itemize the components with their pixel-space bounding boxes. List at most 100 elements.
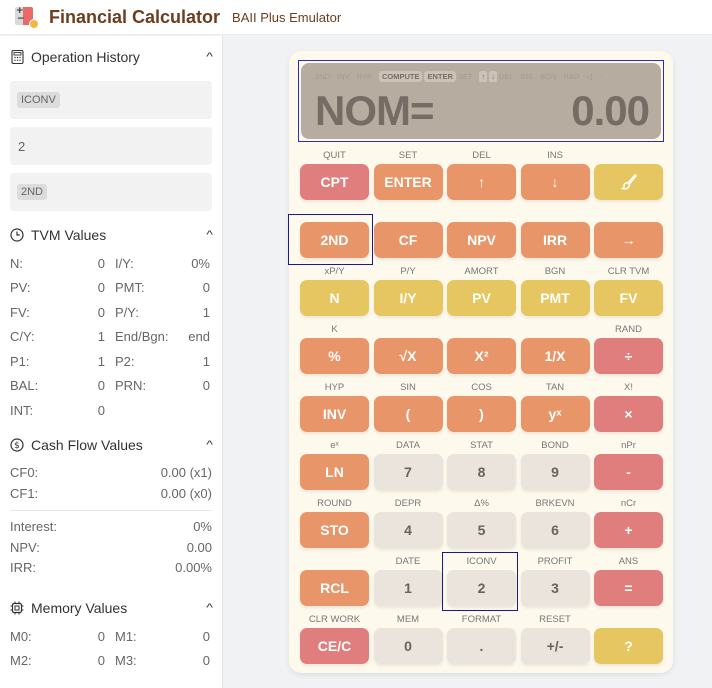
memory-values-header[interactable]: Memory Values ^ bbox=[0, 596, 222, 620]
secondary-labels-row: HYP SIN COS TAN X! bbox=[300, 379, 662, 396]
tvm-fv: FV: 0 bbox=[10, 304, 105, 320]
secondary-function-label bbox=[447, 321, 516, 338]
key-sign-button[interactable]: +/- bbox=[520, 628, 590, 664]
key-label: ENTER bbox=[384, 174, 432, 190]
secondary-function-label: HYP bbox=[324, 382, 345, 393]
calculator-icon bbox=[10, 50, 24, 64]
key-help-button[interactable]: ? bbox=[594, 628, 663, 664]
secondary-function-label bbox=[521, 321, 590, 338]
key-pv-button[interactable]: PV bbox=[447, 280, 516, 316]
key-divide-button[interactable]: ÷ bbox=[594, 338, 663, 374]
key-9-button[interactable]: 9 bbox=[520, 454, 590, 490]
key-npv-button[interactable]: NPV bbox=[447, 222, 516, 258]
tvm-bal: BAL: 0 bbox=[10, 378, 105, 394]
key-up-button[interactable]: ↑ bbox=[447, 164, 516, 200]
indicator-2: HYP bbox=[356, 72, 372, 81]
key-theme-brush-button[interactable] bbox=[594, 164, 663, 200]
calculator-display: 2ND INV HYP COMPUTE ENTER SET ↑ ↓ DEL INS BGN RAD ◁ ▫… bbox=[301, 63, 661, 139]
key-row: INV () yˣ × bbox=[300, 396, 663, 437]
key-iy-button[interactable]: I/Y bbox=[373, 280, 443, 316]
key-2nd-button[interactable]: 2ND bbox=[300, 222, 369, 258]
key-close-paren-button[interactable]: ) bbox=[447, 396, 516, 432]
key-3-button[interactable]: 3 bbox=[520, 570, 590, 606]
indicator-5: SET bbox=[457, 72, 473, 81]
key-power-button[interactable]: yˣ bbox=[520, 396, 590, 432]
key-square-button[interactable]: X² bbox=[447, 338, 516, 374]
key-irr-button[interactable]: IRR bbox=[520, 222, 590, 258]
key-subtract-button[interactable]: - bbox=[594, 454, 663, 490]
key-2-button[interactable]: 2 bbox=[447, 570, 516, 606]
key-label: + bbox=[624, 522, 633, 538]
tvm-p1: P1: 1 bbox=[10, 353, 105, 369]
key-pmt-button[interactable]: PMT bbox=[520, 280, 590, 316]
secondary-function-label: eˣ bbox=[330, 440, 339, 451]
indicator-3: COMPUTE bbox=[378, 71, 423, 82]
tvm-py: P/Y: 1 bbox=[115, 304, 210, 320]
app-header: + − Financial Calculator BAII Plus Emulat… bbox=[0, 0, 712, 35]
key-row: LN 7 8 9 - bbox=[300, 454, 663, 495]
operation-history-header[interactable]: Operation History ^ bbox=[0, 45, 222, 69]
chevron-up-icon[interactable]: ^ bbox=[206, 229, 213, 241]
key-label: RCL bbox=[320, 580, 349, 596]
key-label: 7 bbox=[404, 464, 412, 480]
chevron-up-icon[interactable]: ^ bbox=[206, 438, 213, 451]
key-ln-button[interactable]: LN bbox=[300, 454, 369, 490]
key-label: ÷ bbox=[624, 348, 633, 364]
key-enter-button[interactable]: ENTER bbox=[373, 164, 443, 200]
key-inv-button[interactable]: INV bbox=[300, 396, 369, 432]
memory-values-grid: M0: 0 M1: 0 M2: 0 M3: 0 bbox=[0, 624, 222, 673]
secondary-function-label: SIN bbox=[400, 382, 416, 393]
key-label: 1 bbox=[404, 580, 412, 596]
key-add-button[interactable]: + bbox=[594, 512, 663, 548]
chevron-up-icon[interactable]: ^ bbox=[206, 51, 213, 63]
tvm-n: N: 0 bbox=[10, 255, 105, 271]
key-right-arrow-button[interactable]: → bbox=[594, 222, 663, 258]
secondary-function-label: QUIT bbox=[323, 150, 346, 161]
history-item-label: 2 bbox=[18, 138, 26, 154]
key-8-button[interactable]: 8 bbox=[447, 454, 516, 490]
key-fv-button[interactable]: FV bbox=[594, 280, 663, 316]
key-open-paren-button[interactable]: ( bbox=[373, 396, 443, 432]
key-label: 6 bbox=[551, 522, 559, 538]
key-label: yˣ bbox=[548, 406, 562, 422]
key-row: STO 4 5 6 + bbox=[300, 512, 663, 553]
secondary-function-label: RESET bbox=[539, 614, 571, 625]
chevron-up-icon[interactable]: ^ bbox=[206, 602, 213, 614]
key-rcl-button[interactable]: RCL bbox=[300, 570, 369, 606]
secondary-function-label bbox=[374, 205, 443, 222]
indicator-4: ENTER bbox=[424, 71, 456, 82]
key-sto-button[interactable]: STO bbox=[300, 512, 369, 548]
secondary-labels-row: xP/Y P/Y AMORT BGN CLR TVM bbox=[300, 263, 662, 280]
key-cf-button[interactable]: CF bbox=[373, 222, 443, 258]
key-equals-button[interactable]: = bbox=[594, 570, 663, 606]
key-7-button[interactable]: 7 bbox=[373, 454, 443, 490]
key-label: 1/X bbox=[544, 348, 566, 364]
cash-flow-values-header[interactable]: $ Cash Flow Values ^ bbox=[0, 433, 222, 457]
key-cec-button[interactable]: CE/C bbox=[300, 628, 369, 664]
key-1-button[interactable]: 1 bbox=[373, 570, 443, 606]
secondary-function-label bbox=[594, 611, 663, 628]
key-n-button[interactable]: N bbox=[300, 280, 369, 316]
key-percent-button[interactable]: % bbox=[300, 338, 369, 374]
key-down-button[interactable]: ↓ bbox=[520, 164, 590, 200]
key-reciprocal-button[interactable]: 1/X bbox=[520, 338, 590, 374]
secondary-function-label: ANS bbox=[618, 556, 639, 567]
key-label: IRR bbox=[542, 232, 568, 248]
key-6-button[interactable]: 6 bbox=[520, 512, 590, 548]
indicator-1: INV bbox=[337, 72, 350, 81]
key-0-button[interactable]: 0 bbox=[373, 628, 443, 664]
secondary-function-label: STAT bbox=[470, 440, 493, 451]
tvm-values-grid: N: 0 I/Y: 0% PV: 0 PMT: 0 FV: 0 P/Y: 1 C/Y: 1 E… bbox=[0, 251, 222, 423]
key-label: % bbox=[328, 348, 341, 364]
secondary-function-label bbox=[594, 147, 663, 164]
key-label: PMT bbox=[540, 290, 570, 306]
key-5-button[interactable]: 5 bbox=[447, 512, 516, 548]
chip-icon bbox=[10, 601, 24, 615]
key-row: N I/Y PV PMT FV bbox=[300, 280, 663, 321]
key-multiply-button[interactable]: × bbox=[594, 396, 663, 432]
key-cpt-button[interactable]: CPT bbox=[300, 164, 369, 200]
key-sqrt-button[interactable]: √X bbox=[373, 338, 443, 374]
key-decimal-button[interactable]: . bbox=[447, 628, 516, 664]
key-4-button[interactable]: 4 bbox=[373, 512, 443, 548]
tvm-values-header[interactable]: TVM Values ^ bbox=[0, 223, 222, 247]
